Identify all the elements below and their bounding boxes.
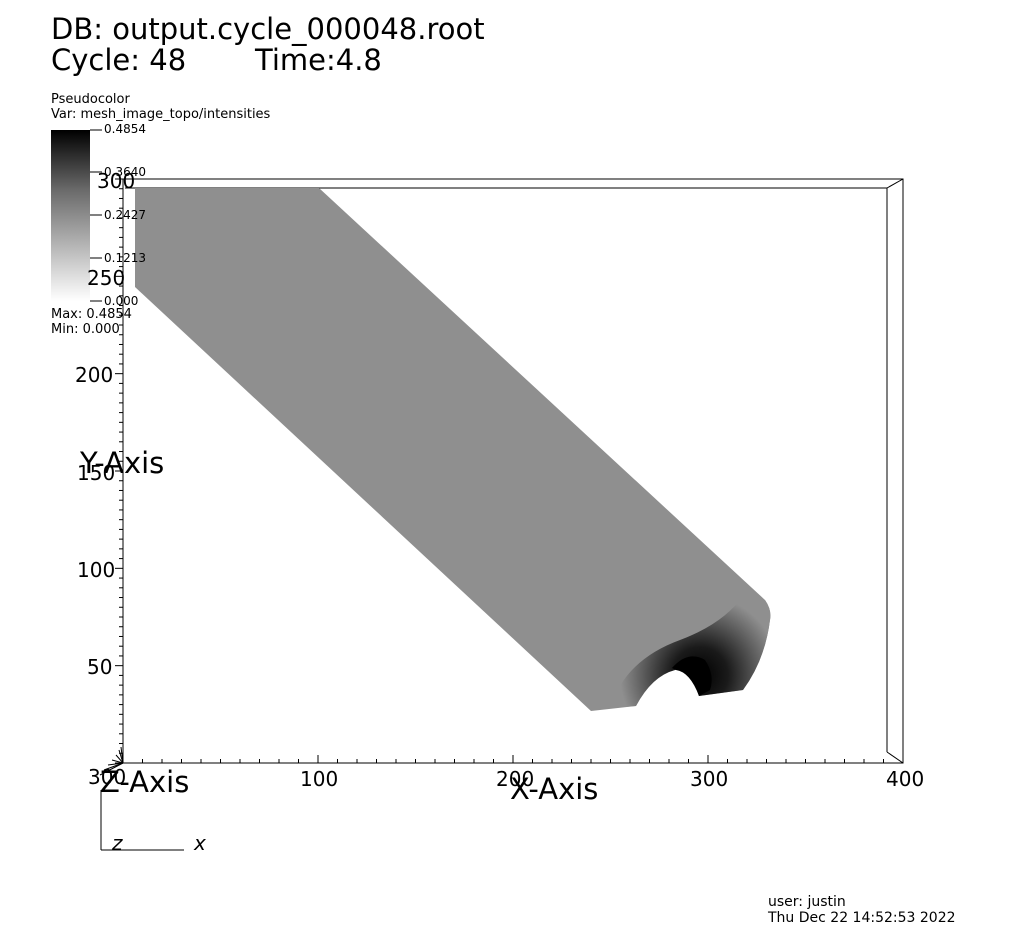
legend-tick-marks bbox=[90, 129, 102, 302]
x-tick-label: 200 bbox=[496, 767, 535, 791]
volume-dark-core bbox=[610, 600, 771, 708]
legend-tick-25: 0.1213 bbox=[104, 251, 146, 265]
cycle-time-line: Cycle: 48 Time:4.8 bbox=[51, 43, 382, 77]
legend-variable: Var: mesh_image_topo/intensities bbox=[51, 107, 271, 122]
y-axis-title: Y-Axis bbox=[80, 446, 165, 480]
x-tick-label: 300 bbox=[690, 767, 729, 791]
y-axis-ticks bbox=[115, 178, 123, 764]
legend-min: Min: 0.000 bbox=[51, 322, 120, 337]
volume-dark-center bbox=[672, 656, 712, 696]
legend-tick-min: 0.000 bbox=[104, 294, 139, 308]
triad-z-label: z bbox=[112, 831, 123, 855]
triad-x-label: x bbox=[194, 831, 206, 855]
x-tick-label: 400 bbox=[886, 767, 925, 791]
y-tick-label: 150 bbox=[77, 461, 116, 485]
timestamp: Thu Dec 22 14:52:53 2022 bbox=[768, 910, 956, 926]
x-tick-label: 100 bbox=[300, 767, 339, 791]
z-axis-ticks bbox=[99, 746, 124, 776]
legend-tick-max: 0.4854 bbox=[104, 122, 146, 136]
legend-tick-75: 0.3640 bbox=[104, 165, 146, 179]
legend-tick-50: 0.2427 bbox=[104, 208, 146, 222]
y-tick-label: 300 bbox=[97, 169, 136, 193]
y-tick-label: 100 bbox=[77, 558, 116, 582]
legend-plot-type: Pseudocolor bbox=[51, 92, 130, 107]
legend-max: Max: 0.4854 bbox=[51, 307, 132, 322]
origin-tick-label: 300 bbox=[88, 765, 127, 789]
volume-render bbox=[135, 188, 771, 711]
y-tick-label: 200 bbox=[75, 363, 114, 387]
y-tick-label: 50 bbox=[87, 655, 113, 679]
user-label: user: justin bbox=[768, 894, 846, 910]
y-tick-label: 250 bbox=[87, 266, 126, 290]
x-axis-ticks bbox=[122, 755, 904, 763]
axis-triad bbox=[100, 790, 184, 851]
legend-colorbar bbox=[51, 130, 90, 301]
time-label: Time:4.8 bbox=[255, 43, 382, 77]
z-axis-title: Z-Axis bbox=[100, 765, 190, 799]
volume-cylinder bbox=[135, 188, 771, 711]
x-axis-title: X-Axis bbox=[510, 772, 599, 806]
cycle-label: Cycle: 48 bbox=[51, 43, 187, 77]
database-title: DB: output.cycle_000048.root bbox=[51, 12, 485, 46]
